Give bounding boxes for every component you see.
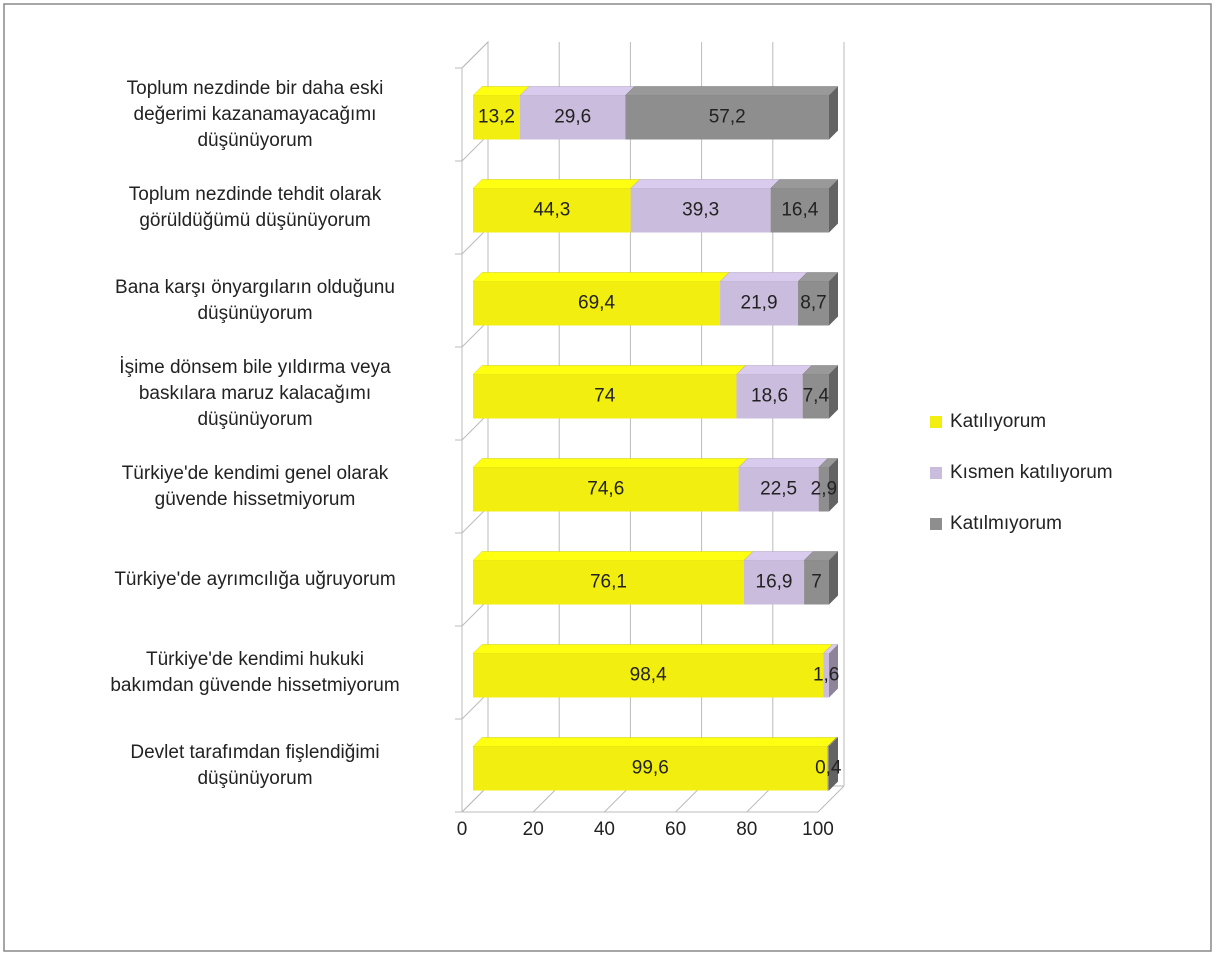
bar-segment [625, 95, 829, 140]
x-tick-label: 100 [802, 819, 834, 840]
bar-segment [818, 467, 829, 512]
bar-segment [738, 467, 819, 512]
bar-top [472, 644, 833, 654]
legend-label: Katılıyorum [950, 411, 1046, 432]
data-label: 1,6 [813, 665, 839, 686]
category-label: Türkiye'de kendimi genel olarak güvende … [121, 462, 389, 510]
bar-segment [827, 746, 829, 791]
category-label: Toplum nezdinde tehdit olarak görüldüğüm… [128, 183, 382, 231]
bar-segment [473, 95, 520, 140]
bar-side [829, 272, 838, 326]
bar-segment [720, 281, 799, 326]
bar-segment [804, 560, 829, 605]
bar-side [829, 551, 838, 605]
bar-segment [473, 281, 721, 326]
bar-top [472, 551, 754, 561]
data-label: 22,5 [760, 479, 797, 500]
category-label: Türkiye'de kendimi hukuki bakımdan güven… [110, 648, 400, 696]
bar-segment [473, 560, 744, 605]
bar-top [472, 737, 838, 747]
data-label: 7,4 [803, 386, 830, 407]
bar-top [630, 179, 781, 189]
legend-label: Katılmıyorum [950, 513, 1062, 534]
bar-segment [473, 467, 739, 512]
legend-label: Kısmen katılıyorum [950, 462, 1113, 483]
bar-top [743, 551, 814, 561]
bar-top [472, 86, 530, 96]
data-label: 74 [594, 386, 616, 407]
data-label: 74,6 [587, 479, 624, 500]
data-label: 29,6 [554, 107, 591, 128]
data-label: 13,2 [478, 107, 515, 128]
floor-grid-line [817, 785, 845, 813]
legend-swatch [930, 518, 942, 530]
category-label: Toplum nezdinde bir daha eski değerimi k… [126, 77, 384, 151]
x-tick-label: 0 [457, 819, 468, 840]
bar-top [472, 365, 747, 375]
bar-segment [473, 746, 828, 791]
bar-side [829, 179, 838, 233]
data-label: 39,3 [682, 200, 719, 221]
bar-top [737, 458, 829, 468]
data-label: 44,3 [533, 200, 570, 221]
bar-top [519, 86, 635, 96]
data-label: 76,1 [590, 572, 627, 593]
bar-top [719, 272, 808, 282]
data-label: 99,6 [632, 758, 669, 779]
x-tick-label: 20 [523, 819, 544, 840]
data-label: 7 [811, 572, 822, 593]
bar-segment [519, 95, 626, 140]
x-tick-label: 60 [665, 819, 686, 840]
data-label: 57,2 [709, 107, 746, 128]
x-tick-label: 40 [594, 819, 615, 840]
data-label: 98,4 [630, 665, 667, 686]
data-label: 16,9 [756, 572, 793, 593]
bar-top [472, 179, 641, 189]
bar-side [829, 737, 838, 791]
bar-top [624, 86, 839, 96]
category-label: Türkiye'de ayrımcılığa uğruyorum [114, 568, 396, 590]
data-label: 18,6 [751, 386, 788, 407]
bar-side [829, 458, 838, 512]
data-label: 69,4 [578, 293, 615, 314]
bar-segment [802, 374, 829, 419]
bar-top [735, 365, 813, 375]
legend-swatch [930, 467, 942, 479]
category-label: Bana karşı önyargıların olduğunu düşünüy… [115, 276, 395, 324]
category-label: İşime dönsem bile yıldırma veya baskılar… [119, 356, 391, 430]
frame [3, 3, 1212, 952]
category-label: Devlet tarafımdan fişlendiğimi düşünüyor… [130, 741, 380, 789]
bar-segment [798, 281, 829, 326]
legend-swatch [930, 416, 942, 428]
bar-segment [473, 653, 824, 698]
bar-segment [823, 653, 829, 698]
bar-segment [736, 374, 803, 419]
bar-segment [770, 188, 829, 233]
bar-top [770, 179, 839, 189]
bar-segment [473, 374, 737, 419]
bar-side [829, 86, 838, 140]
data-label: 8,7 [800, 293, 826, 314]
x-tick-label: 80 [736, 819, 757, 840]
wall-tick [461, 41, 489, 69]
bar-top [472, 272, 730, 282]
bar-side [829, 365, 838, 419]
data-label: 2,9 [811, 479, 837, 500]
bar-side [829, 644, 838, 698]
data-label: 16,4 [781, 200, 818, 221]
data-label: 21,9 [741, 293, 778, 314]
bar-segment [743, 560, 805, 605]
bar-segment [630, 188, 771, 233]
bar-segment [473, 188, 631, 233]
data-label: 0,4 [815, 758, 842, 779]
bar-top [472, 458, 749, 468]
